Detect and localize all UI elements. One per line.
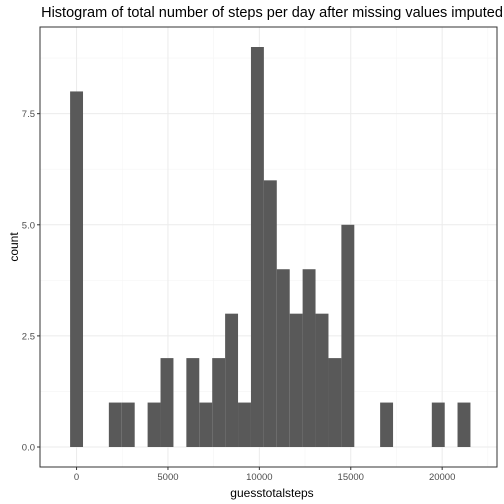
y-axis-ticks: 0.0 2.5 5.0 7.5 (22, 109, 40, 454)
histogram-bar (380, 402, 394, 447)
histogram-bar (186, 358, 200, 447)
histogram-bars (70, 47, 471, 447)
histogram-bar (250, 47, 264, 447)
histogram-bar (108, 402, 122, 447)
histogram-bar (199, 402, 213, 447)
x-tick-label: 20000 (429, 472, 455, 483)
histogram-bar (121, 402, 135, 447)
histogram-bar (147, 402, 161, 447)
x-axis-label: guesstotalsteps (230, 486, 313, 500)
panel-border (39, 26, 498, 468)
x-axis-ticks: 0 5000 10000 15000 20000 (74, 467, 455, 483)
histogram-bar (289, 313, 303, 447)
histogram-bar (238, 402, 251, 447)
y-axis-label: count (7, 232, 21, 262)
histogram-bar (225, 313, 239, 447)
y-tick-label: 7.5 (22, 109, 35, 120)
histogram-bar (160, 358, 174, 447)
histogram-bar (302, 269, 316, 447)
y-tick-label: 0.0 (22, 443, 35, 454)
histogram-bar (328, 358, 342, 447)
histogram-bar (457, 402, 471, 447)
histogram-bar (263, 180, 277, 447)
x-tick-label: 10000 (246, 472, 272, 483)
histogram-bar (315, 313, 329, 447)
x-tick-label: 5000 (157, 472, 178, 483)
x-tick-label: 0 (74, 472, 79, 483)
histogram-bar (431, 402, 445, 447)
histogram-bar (276, 269, 290, 447)
histogram-bar (212, 358, 226, 447)
histogram-bar (341, 224, 355, 447)
y-tick-label: 2.5 (22, 331, 35, 342)
histogram-bar (70, 91, 84, 447)
y-tick-label: 5.0 (22, 220, 35, 231)
chart-title: Histogram of total number of steps per d… (41, 5, 503, 21)
x-tick-label: 15000 (338, 472, 364, 483)
